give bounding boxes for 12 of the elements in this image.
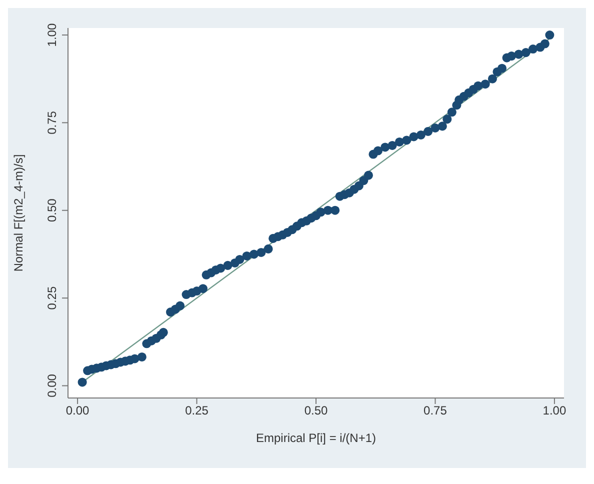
- x-tick-label: 0.25: [185, 404, 209, 418]
- x-tick-label: 0.75: [424, 404, 448, 418]
- x-tick-label: 1.00: [542, 404, 566, 418]
- y-tick-label: 0.75: [45, 110, 59, 134]
- y-tick-label: 0.00: [45, 374, 59, 398]
- x-axis-title: Empirical P[i] = i/(N+1): [256, 431, 376, 445]
- y-axis-title: Normal F[(m2_4-m)/s]: [11, 154, 26, 272]
- y-tick-label: 1.00: [45, 23, 59, 47]
- x-tick-label: 0.50: [304, 404, 328, 418]
- x-tick-label: 0.00: [66, 404, 90, 418]
- y-tick-label: 0.25: [45, 286, 59, 310]
- y-tick-label: 0.50: [45, 198, 59, 222]
